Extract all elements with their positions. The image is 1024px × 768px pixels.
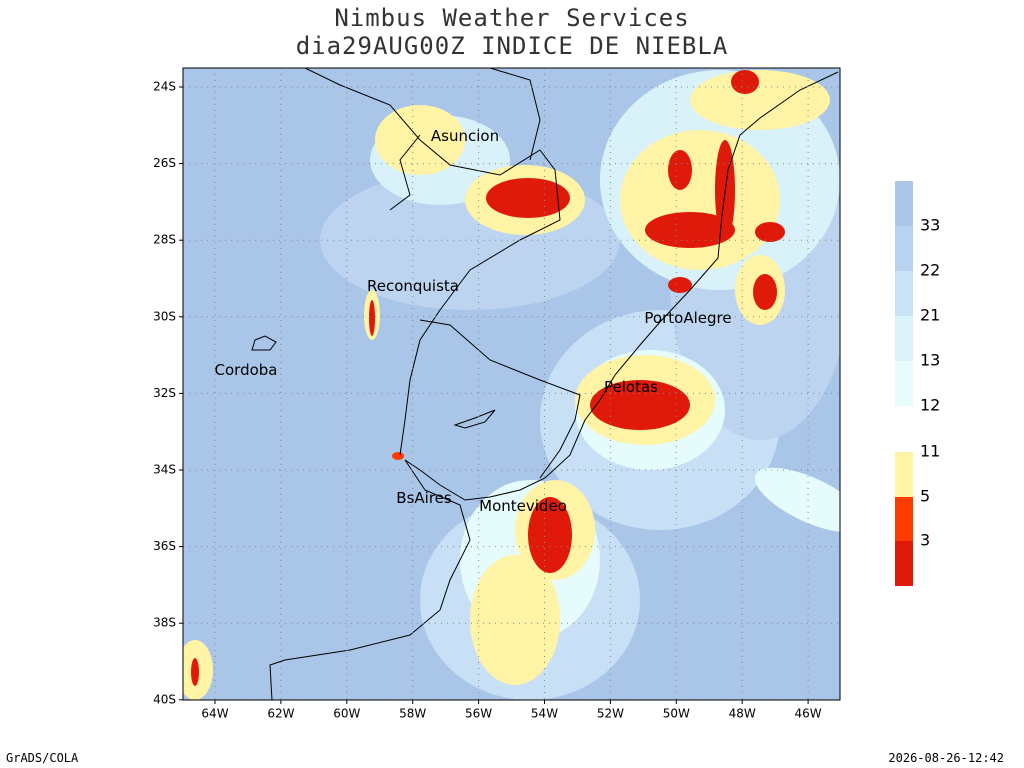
colorbar-label: 22 (920, 261, 940, 280)
colorbar-label: 12 (920, 396, 940, 415)
colorbar-label: 21 (920, 306, 940, 325)
footer-left: GrADS/COLA (6, 751, 79, 765)
lon-tick-label: 48W (729, 707, 756, 721)
lat-tick-label: 26S (153, 156, 176, 170)
lon-tick-label: 58W (399, 707, 426, 721)
city-label: Reconquista (367, 277, 459, 295)
colorbar-box (895, 271, 913, 316)
colorbar-label: 13 (920, 351, 940, 370)
city-label: Pelotas (604, 378, 658, 396)
lon-tick-label: 52W (597, 707, 624, 721)
lon-tick-label: 64W (201, 707, 228, 721)
colorbar-box (895, 361, 913, 406)
colorbar (895, 181, 913, 586)
lon-tick-label: 54W (531, 707, 558, 721)
footer-right: 2026-08-26-12:42 (888, 751, 1004, 765)
lat-tick-label: 24S (153, 80, 176, 94)
lon-tick-label: 50W (663, 707, 690, 721)
colorbar-label: 33 (920, 216, 940, 235)
lat-tick-label: 40S (153, 692, 176, 706)
map-field (183, 68, 840, 700)
title: Nimbus Weather Services (334, 4, 689, 32)
lon-tick-label: 46W (795, 707, 822, 721)
lon-tick-label: 60W (333, 707, 360, 721)
lat-tick-label: 36S (153, 539, 176, 553)
subtitle: dia29AUG00Z INDICE DE NIEBLA (296, 32, 729, 60)
colorbar-label: 5 (920, 487, 930, 506)
colorbar-box (895, 316, 913, 361)
colorbar-box (895, 497, 913, 541)
city-label: Cordoba (215, 361, 278, 379)
city-label: BsAires (396, 489, 452, 507)
city-label: Asuncion (431, 127, 499, 145)
colorbar-label: 3 (920, 531, 930, 550)
lat-tick-label: 32S (153, 386, 176, 400)
map-frame (182, 67, 841, 701)
lon-tick-label: 56W (465, 707, 492, 721)
lat-tick-label: 34S (153, 463, 176, 477)
colorbar-box (895, 452, 913, 497)
colorbar-box (895, 226, 913, 271)
lat-tick-label: 38S (153, 616, 176, 630)
colorbar-label: 11 (920, 442, 940, 461)
lon-tick-label: 62W (267, 707, 294, 721)
city-label: Montevideo (479, 497, 567, 515)
city-label: PortoAlegre (644, 309, 731, 327)
colorbar-box (895, 181, 913, 226)
colorbar-box (895, 541, 913, 586)
lat-tick-label: 30S (153, 309, 176, 323)
lat-tick-label: 28S (153, 233, 176, 247)
